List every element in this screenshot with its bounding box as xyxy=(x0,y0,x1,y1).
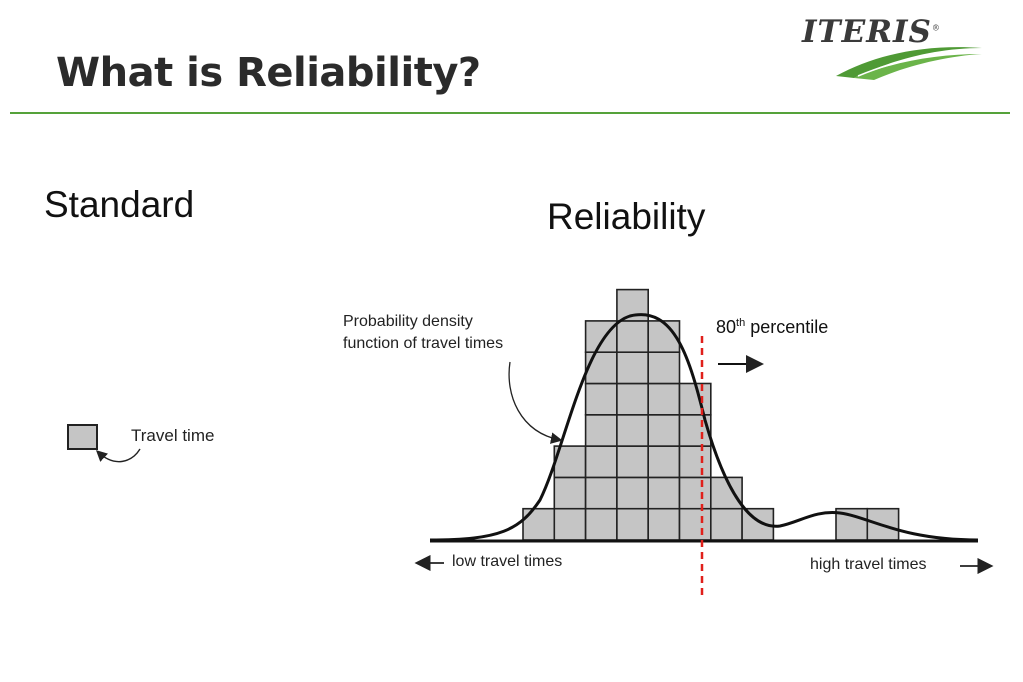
histogram-square xyxy=(678,382,712,416)
histogram-square xyxy=(584,507,618,541)
logo-wordmark: ITERIS® xyxy=(802,14,941,50)
histogram-square xyxy=(678,507,712,541)
travel-time-caption: Travel time xyxy=(131,426,215,445)
histogram-square xyxy=(584,320,618,353)
histogram-square xyxy=(616,476,650,510)
pdf-label-line2: function of travel times xyxy=(343,335,504,352)
histogram-square xyxy=(584,351,618,385)
histogram-square xyxy=(553,476,587,510)
percentile-label: 80th percentile xyxy=(716,317,829,337)
histogram-square xyxy=(616,351,650,385)
histogram-square xyxy=(616,507,650,541)
histogram-square xyxy=(647,382,681,416)
histogram-square xyxy=(709,476,743,510)
histogram-square xyxy=(553,507,587,541)
histogram-square xyxy=(616,320,650,353)
histogram-square xyxy=(647,445,681,479)
travel-time-box xyxy=(67,424,98,450)
pdf-label-line1: Probability density xyxy=(343,313,473,330)
high-travel-times-label: high travel times xyxy=(810,556,927,573)
page-title: What is Reliability? xyxy=(56,50,481,96)
histogram-square xyxy=(678,476,712,510)
histogram-square xyxy=(584,445,618,479)
histogram-square xyxy=(678,445,712,479)
pdf-curve xyxy=(429,313,979,542)
reliability-heading: Reliability xyxy=(547,196,706,237)
histogram-square xyxy=(616,445,650,479)
histogram-square xyxy=(647,507,681,541)
low-travel-times-label: low travel times xyxy=(452,553,563,570)
road-swoosh-icon xyxy=(836,47,982,80)
histogram-square xyxy=(647,476,681,510)
histogram-square xyxy=(616,413,650,447)
pdf-label: Probability density function of travel t… xyxy=(343,311,503,355)
histogram-square xyxy=(584,476,618,510)
pdf-pointer-arrow xyxy=(508,361,563,444)
histogram-square xyxy=(616,382,650,416)
histogram-square xyxy=(647,413,681,447)
standard-heading: Standard xyxy=(44,184,195,225)
histogram-square xyxy=(647,351,681,385)
iteris-logo: ITERIS® xyxy=(796,10,986,88)
histogram-square xyxy=(584,413,618,447)
title-divider xyxy=(10,112,1010,114)
histogram-square xyxy=(709,507,743,541)
histogram-square xyxy=(584,382,618,416)
